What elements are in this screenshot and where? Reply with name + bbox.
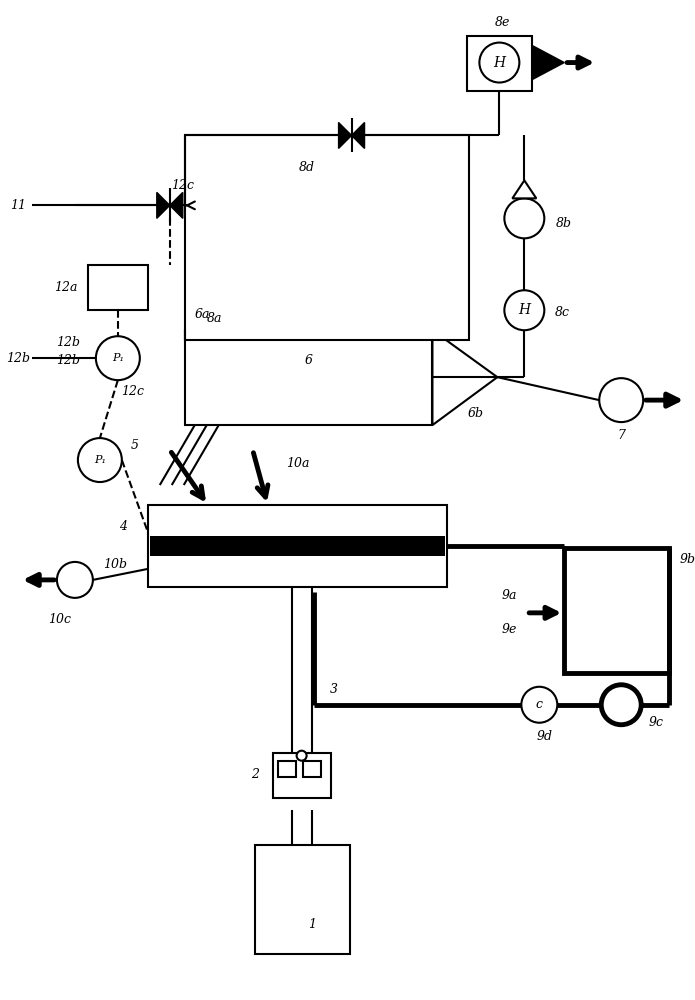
Text: 12b: 12b xyxy=(56,354,80,367)
Polygon shape xyxy=(352,122,365,148)
Bar xyxy=(277,761,295,777)
Circle shape xyxy=(505,290,544,330)
Text: 11: 11 xyxy=(10,199,26,212)
Text: P₁: P₁ xyxy=(94,455,106,465)
Text: 3: 3 xyxy=(329,683,338,696)
Text: 5: 5 xyxy=(131,439,139,452)
Bar xyxy=(254,845,350,954)
Bar xyxy=(468,36,532,91)
Text: 6a: 6a xyxy=(195,308,211,321)
Bar xyxy=(564,548,669,673)
Text: 12b: 12b xyxy=(6,352,30,365)
Bar xyxy=(150,536,445,556)
Text: 8e: 8e xyxy=(495,16,510,29)
Text: 8c: 8c xyxy=(555,306,570,319)
Polygon shape xyxy=(512,180,537,198)
Text: H: H xyxy=(518,303,530,317)
Text: 4: 4 xyxy=(119,520,127,533)
Text: 12c: 12c xyxy=(171,179,195,192)
Text: P₁: P₁ xyxy=(112,353,124,363)
Text: 1: 1 xyxy=(308,918,316,931)
Circle shape xyxy=(505,198,544,238)
Bar xyxy=(272,753,331,798)
Text: 9b: 9b xyxy=(679,553,695,566)
Text: 9e: 9e xyxy=(502,623,517,636)
Text: 9c: 9c xyxy=(648,716,664,729)
Text: 12c: 12c xyxy=(122,385,145,398)
Polygon shape xyxy=(170,192,183,218)
Circle shape xyxy=(521,687,557,723)
Polygon shape xyxy=(157,192,170,218)
Text: 8a: 8a xyxy=(207,312,222,325)
Circle shape xyxy=(480,43,519,83)
Bar xyxy=(88,265,148,310)
Bar xyxy=(148,505,448,587)
Bar xyxy=(302,761,320,777)
Circle shape xyxy=(297,751,306,761)
Polygon shape xyxy=(532,46,564,80)
Bar xyxy=(185,330,432,425)
Text: 7: 7 xyxy=(617,429,626,442)
Polygon shape xyxy=(432,330,498,425)
Text: 12a: 12a xyxy=(54,281,78,294)
Circle shape xyxy=(96,336,140,380)
Text: 12b: 12b xyxy=(56,336,80,349)
Text: 10a: 10a xyxy=(286,457,309,470)
Text: 9d: 9d xyxy=(537,730,553,743)
Circle shape xyxy=(601,685,641,725)
Circle shape xyxy=(599,378,643,422)
Text: 2: 2 xyxy=(251,768,259,781)
Polygon shape xyxy=(338,122,352,148)
Text: 8d: 8d xyxy=(299,161,315,174)
Text: 10b: 10b xyxy=(103,558,127,571)
Text: 9a: 9a xyxy=(502,589,517,602)
Text: c: c xyxy=(536,698,543,711)
Bar xyxy=(185,135,469,340)
Circle shape xyxy=(57,562,93,598)
Text: 6: 6 xyxy=(304,354,313,367)
Text: 8b: 8b xyxy=(556,217,572,230)
Text: 10c: 10c xyxy=(49,613,72,626)
Text: 6b: 6b xyxy=(468,407,484,420)
Text: H: H xyxy=(493,56,505,70)
Circle shape xyxy=(78,438,122,482)
